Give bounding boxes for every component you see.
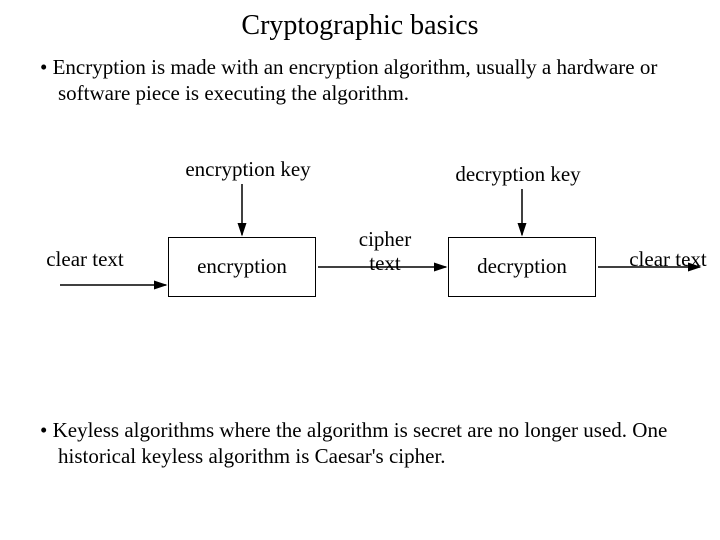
- clear-text-right-label: clear text: [618, 247, 718, 272]
- clear-text-left-label: clear text: [35, 247, 135, 272]
- cipher-text-label: cipher text: [350, 227, 420, 275]
- decryption-key-label: decryption key: [428, 162, 608, 187]
- encryption-key-label: encryption key: [158, 157, 338, 182]
- bullet-1: Encryption is made with an encryption al…: [0, 54, 720, 107]
- cipher-text-line1: cipher: [359, 227, 411, 251]
- bullet-2: Keyless algorithms where the algorithm i…: [0, 417, 720, 470]
- crypto-flow-diagram: encryption key decryption key clear text…: [0, 157, 720, 357]
- decryption-box: decryption: [448, 237, 596, 297]
- cipher-text-line2: text: [369, 251, 401, 275]
- encryption-box: encryption: [168, 237, 316, 297]
- page-title: Cryptographic basics: [0, 0, 720, 42]
